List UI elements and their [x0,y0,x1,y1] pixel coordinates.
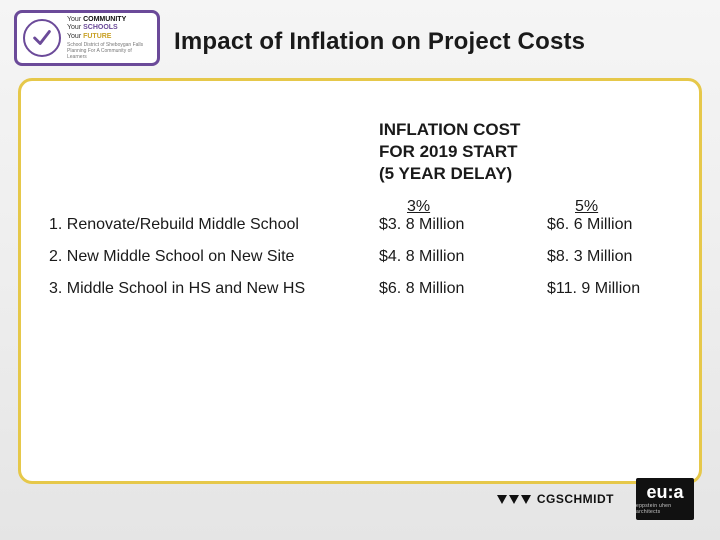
header-line-2: FOR 2019 START [379,141,520,163]
row-3pct: $3. 8 Million [379,216,547,234]
header-line-1: INFLATION COST [379,119,520,141]
row-label: 3. Middle School in HS and New HS [49,280,379,298]
badge-text: Your COMMUNITY Your SCHOOLS Your FUTURE … [67,16,151,61]
col-header-3pct: 3% [379,198,430,216]
triangle-icon [497,495,531,504]
row-3pct: $4. 8 Million [379,248,547,266]
row-label: 2. New Middle School on New Site [49,248,379,266]
row-label: 1. Renovate/Rebuild Middle School [49,216,379,234]
row-3pct: $6. 8 Million [379,280,547,298]
slide-title: Impact of Inflation on Project Costs [174,28,585,56]
eua-logo: eu:a eppstein uhen architects [636,478,694,520]
community-logo-badge: Your COMMUNITY Your SCHOOLS Your FUTURE … [14,10,160,66]
row-5pct: $11. 9 Million [547,280,677,298]
cgschmidt-text: CGSCHMIDT [537,492,614,506]
eua-logo-sub: eppstein uhen architects [636,503,694,515]
percent-subheaders: 3% 5% [49,198,671,216]
row-5pct: $8. 3 Million [547,248,677,266]
content-panel: INFLATION COST FOR 2019 START (5 YEAR DE… [18,78,702,484]
checkmark-icon [23,19,61,57]
table-row: 1. Renovate/Rebuild Middle School $3. 8 … [49,216,671,234]
eua-logo-text: eu:a [646,483,683,501]
inflation-header-block: INFLATION COST FOR 2019 START (5 YEAR DE… [49,119,671,184]
row-5pct: $6. 6 Million [547,216,677,234]
col-header-5pct: 5% [547,198,598,216]
cgschmidt-logo: CGSCHMIDT [497,492,614,506]
header-line-3: (5 YEAR DELAY) [379,163,520,185]
footer-logos: CGSCHMIDT eu:a eppstein uhen architects [497,478,694,520]
table-row: 2. New Middle School on New Site $4. 8 M… [49,248,671,266]
table-row: 3. Middle School in HS and New HS $6. 8 … [49,280,671,298]
